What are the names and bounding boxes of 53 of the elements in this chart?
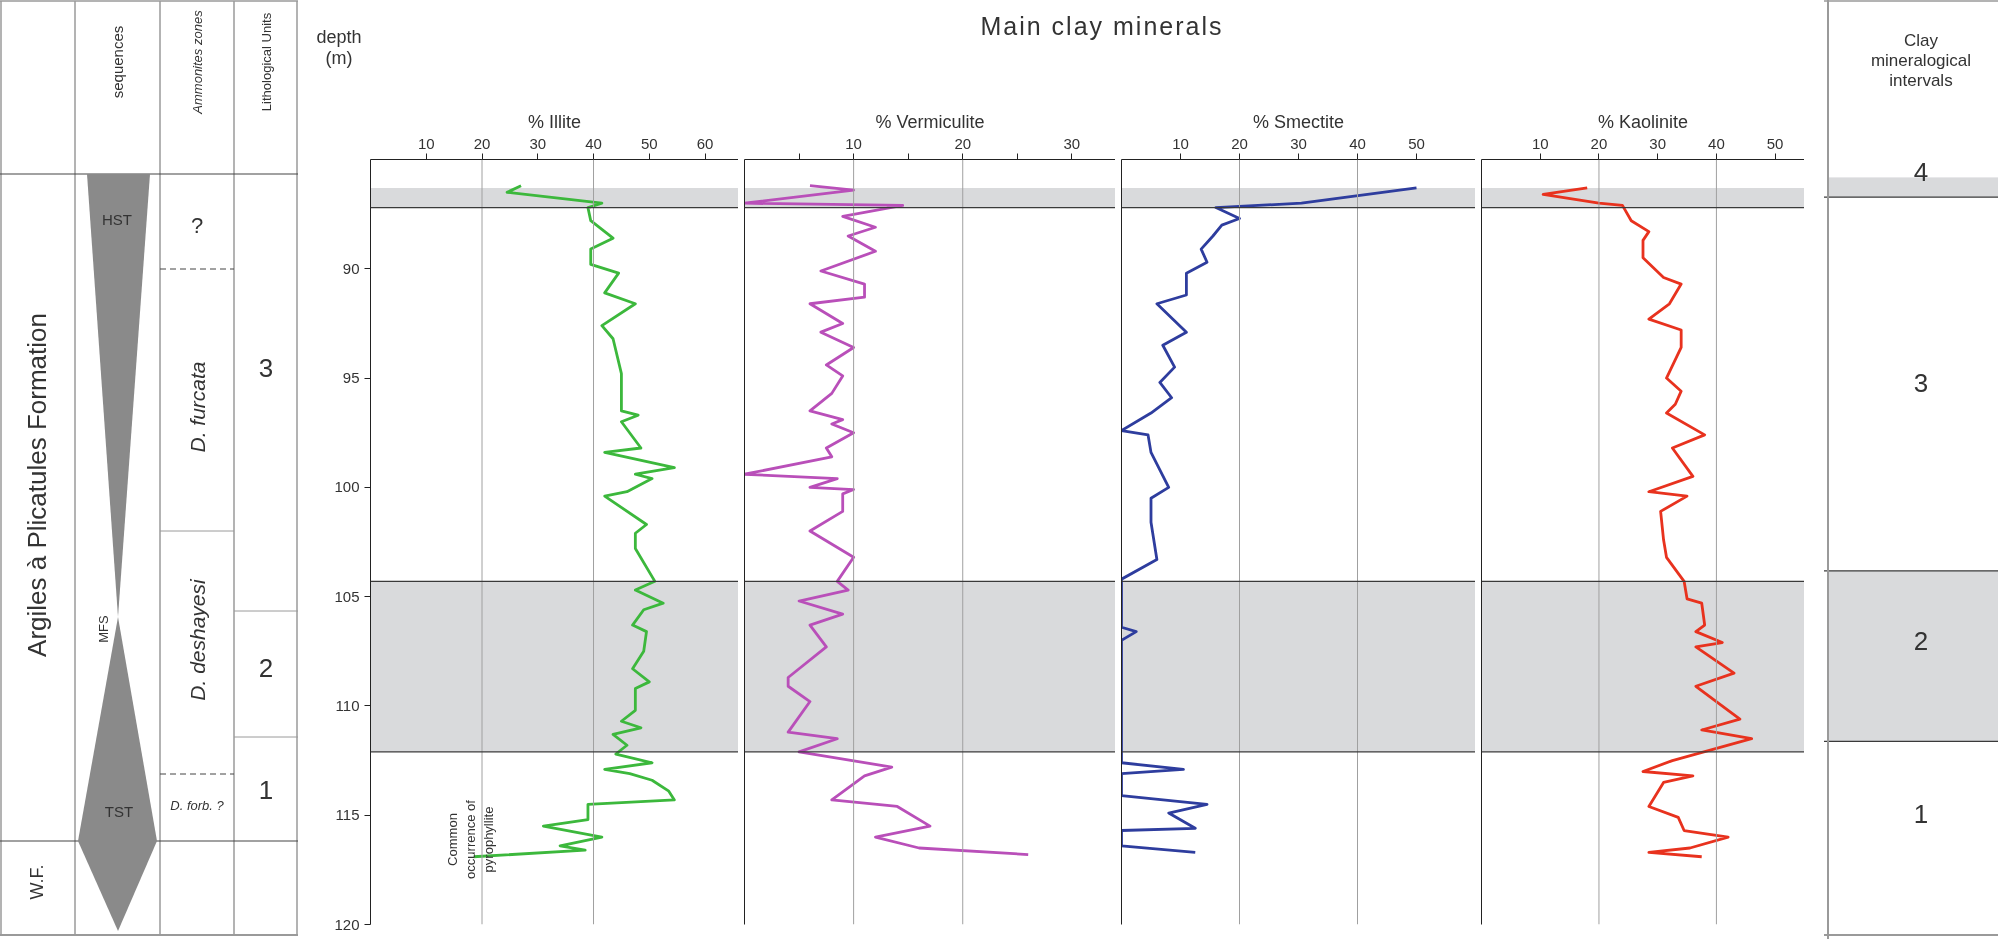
y-tick-label: 105	[334, 587, 360, 605]
x-tick-label: 30	[1290, 134, 1307, 152]
text: 2	[1913, 626, 1929, 656]
text: ?	[190, 212, 204, 238]
x-tick-label: 20	[473, 134, 491, 152]
text: Argiles à Plicatules Formation	[22, 313, 52, 657]
y-tick-label: 100	[334, 478, 360, 496]
x-axis-title: % Kaolinite	[1597, 111, 1689, 132]
x-tick-label: 30	[1063, 134, 1081, 152]
annotation: Common occurrence of pyrophyllite	[445, 799, 496, 879]
x-tick-label: 40	[585, 134, 602, 152]
x-tick-label: 20	[1231, 134, 1248, 152]
x-axis-title: % Illite	[527, 111, 582, 132]
text: 1	[258, 775, 274, 805]
x-tick-label: 10	[1172, 134, 1189, 152]
text: Ammonites zones	[189, 9, 205, 115]
text: 3	[1913, 368, 1929, 398]
x-axis-title: % Vermiculite	[875, 111, 985, 132]
x-tick-label: 10	[1531, 134, 1549, 152]
x-tick-label: 30	[529, 134, 547, 152]
text: TST	[104, 802, 134, 820]
text: D. forb. ?	[170, 797, 225, 813]
x-tick-label: 50	[1408, 134, 1425, 152]
x-tick-label: 20	[1590, 134, 1608, 152]
x-tick-label: 40	[1708, 134, 1725, 152]
text: 4	[1913, 157, 1929, 187]
x-tick-label: 10	[417, 134, 435, 152]
text: 1	[1913, 799, 1929, 829]
text: Clay mineralogical intervals	[1870, 30, 1972, 90]
text: D. deshayesi	[185, 577, 209, 701]
x-tick-label: 40	[1349, 134, 1366, 152]
text: W.F.	[27, 864, 47, 900]
y-tick-label: 110	[335, 696, 360, 714]
x-tick-label: 60	[696, 134, 714, 152]
text: D. furcata	[185, 361, 209, 453]
x-tick-label: 50	[640, 134, 658, 152]
text: 2	[258, 653, 274, 683]
x-tick-label: 10	[845, 134, 862, 152]
text: sequences	[108, 25, 126, 99]
text: 3	[258, 353, 274, 383]
y-tick-label: 90	[342, 259, 360, 277]
y-axis-title: depth (m)	[316, 27, 362, 69]
x-axis-title: % Smectite	[1252, 111, 1345, 132]
x-tick-label: 30	[1649, 134, 1667, 152]
text: MFS	[95, 614, 111, 643]
text: HST	[102, 210, 132, 228]
y-tick-label: 120	[334, 915, 360, 933]
y-tick-label: 115	[335, 806, 360, 824]
text: Lithological Units	[258, 12, 274, 112]
x-tick-label: 20	[954, 134, 972, 152]
x-tick-label: 50	[1766, 134, 1784, 152]
y-tick-label: 95	[342, 369, 360, 387]
chart-title: Main clay minerals	[980, 11, 1224, 42]
